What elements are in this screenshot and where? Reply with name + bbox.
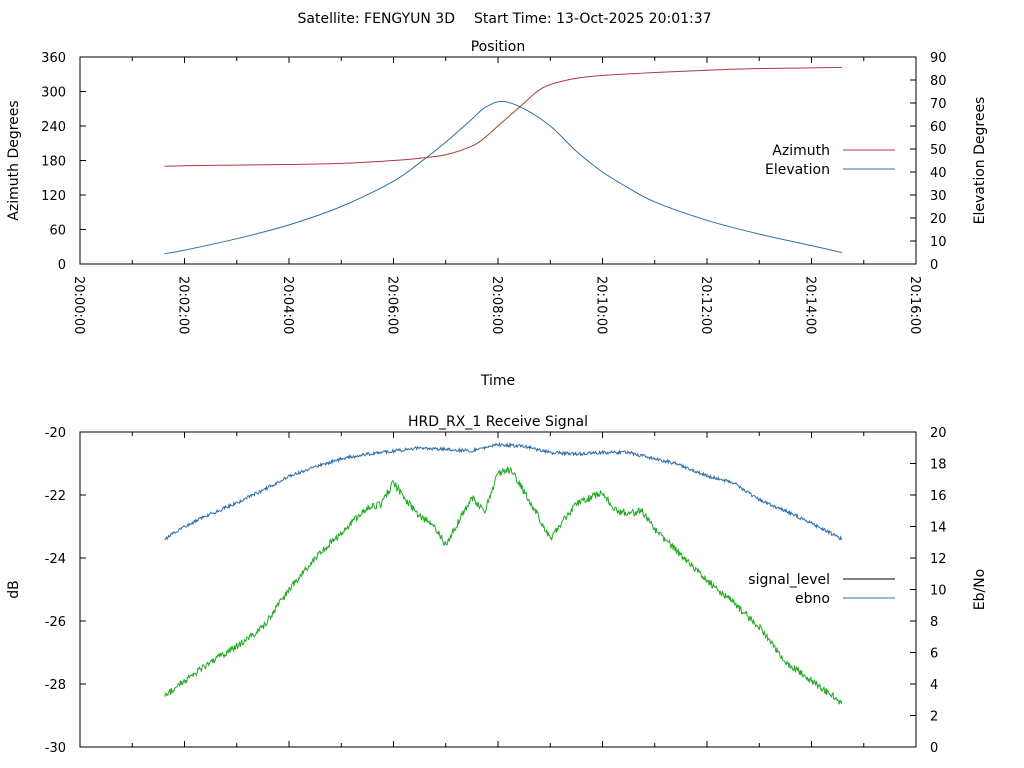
x-axis-label: Time bbox=[480, 373, 515, 389]
y2-tick-label: 10 bbox=[930, 584, 947, 599]
x-tick-label: 20:06:00 bbox=[385, 276, 400, 334]
x-tick-label: 20:04:00 bbox=[280, 276, 295, 334]
x-tick-label: 20:12:00 bbox=[698, 276, 713, 334]
series-line-elevation bbox=[164, 100, 843, 255]
x-tick-label: 20:16:00 bbox=[907, 276, 922, 334]
start-time-title: Start Time: 13-Oct-2025 20:01:37 bbox=[474, 11, 712, 27]
y2-tick-label: 60 bbox=[930, 120, 947, 135]
y2-tick-label: 12 bbox=[930, 552, 947, 567]
x-tick-label: 20:00:00 bbox=[71, 276, 86, 334]
y2-tick-label: 6 bbox=[930, 647, 938, 662]
y-tick-label: 0 bbox=[58, 258, 66, 273]
series-line-ebno bbox=[164, 441, 843, 541]
series-line-signal-level bbox=[164, 466, 843, 705]
y2-tick-label: 10 bbox=[930, 235, 947, 250]
y-tick-label: -26 bbox=[45, 615, 66, 630]
x-tick-label: 20:14:00 bbox=[803, 276, 818, 334]
y-tick-label: -20 bbox=[45, 426, 66, 441]
y-tick-label: 240 bbox=[41, 120, 66, 135]
legend-label: ebno bbox=[795, 591, 830, 607]
y2-tick-label: 18 bbox=[930, 458, 947, 473]
chart-title: HRD_RX_1 Receive Signal bbox=[408, 414, 588, 430]
satellite-title: Satellite: FENGYUN 3D bbox=[298, 11, 455, 27]
y2-tick-label: 20 bbox=[930, 426, 947, 441]
y-tick-label: 180 bbox=[41, 155, 66, 170]
y2-tick-label: 40 bbox=[930, 166, 947, 181]
y2-axis-label: Elevation Degrees bbox=[972, 97, 988, 225]
y-tick-label: 300 bbox=[41, 86, 66, 101]
y2-tick-label: 16 bbox=[930, 489, 947, 504]
legend-label: signal_level bbox=[748, 572, 830, 588]
series-line-azimuth bbox=[164, 66, 843, 167]
y2-tick-label: 80 bbox=[930, 74, 947, 89]
x-tick-label: 20:08:00 bbox=[489, 276, 504, 334]
y2-tick-label: 8 bbox=[930, 615, 938, 630]
y2-axis-label: Eb/No bbox=[972, 569, 988, 611]
y2-tick-label: 2 bbox=[930, 710, 938, 725]
plot-frame bbox=[79, 56, 917, 265]
x-tick-label: 20:10:00 bbox=[594, 276, 609, 334]
y2-tick-label: 0 bbox=[930, 741, 938, 756]
y-tick-label: -22 bbox=[45, 489, 66, 504]
y-axis-label: Azimuth Degrees bbox=[6, 100, 22, 220]
y-tick-label: -28 bbox=[45, 678, 66, 693]
legend-label: Azimuth bbox=[772, 143, 830, 159]
y2-tick-label: 4 bbox=[930, 678, 938, 693]
y-tick-label: 360 bbox=[41, 51, 66, 66]
receive-signal-chart: HRD_RX_1 Receive Signal -30 -28 -26 -24 -22 -2… bbox=[6, 414, 988, 756]
y-tick-label: -24 bbox=[45, 552, 66, 567]
y2-tick-label: 20 bbox=[930, 212, 947, 227]
y2-tick-label: 90 bbox=[930, 51, 947, 66]
legend-label: Elevation bbox=[765, 162, 830, 178]
y-axis-label: dB bbox=[6, 580, 22, 599]
position-chart: Position 0 60 120 180 240 300 360 0 10 20 30 40 50 60 7… bbox=[6, 39, 988, 389]
plot-frame bbox=[79, 431, 917, 748]
y-tick-label: -30 bbox=[45, 741, 66, 756]
y2-tick-label: 70 bbox=[930, 97, 947, 112]
y2-tick-label: 50 bbox=[930, 143, 947, 158]
x-tick-label: 20:02:00 bbox=[176, 276, 191, 334]
y-tick-label: 120 bbox=[41, 189, 66, 204]
y2-tick-label: 0 bbox=[930, 258, 938, 273]
y2-tick-label: 14 bbox=[930, 521, 947, 536]
y-tick-label: 60 bbox=[49, 224, 66, 239]
y2-tick-label: 30 bbox=[930, 189, 947, 204]
chart-title: Position bbox=[471, 39, 526, 55]
